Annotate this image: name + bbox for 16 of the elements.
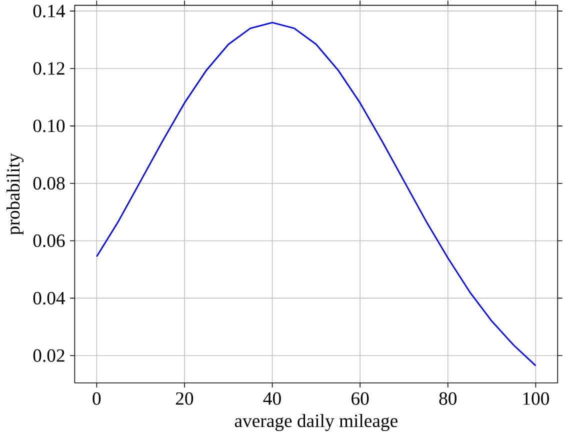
y-tick-label: 0.14 <box>33 4 66 18</box>
x-tick-label: 40 <box>263 392 281 406</box>
y-tick-label: 0.12 <box>33 62 64 76</box>
x-axis-title: average daily mileage <box>234 414 398 432</box>
y-tick-label: 0.04 <box>33 292 66 305</box>
y-tick-label: 0.02 <box>33 349 64 362</box>
y-tick-label: 0.06 <box>33 234 65 248</box>
y-axis-title: probability <box>6 153 24 235</box>
x-tick-label: 60 <box>352 392 369 406</box>
y-tick-label: 0.08 <box>33 177 65 190</box>
x-tick-label: 20 <box>176 392 194 406</box>
x-tick-label: 80 <box>439 392 457 406</box>
line-series <box>96 22 536 367</box>
x-tick-label: 0 <box>92 392 101 406</box>
x-tick-label: 100 <box>523 392 549 406</box>
y-tick-label: 0.10 <box>33 120 65 132</box>
